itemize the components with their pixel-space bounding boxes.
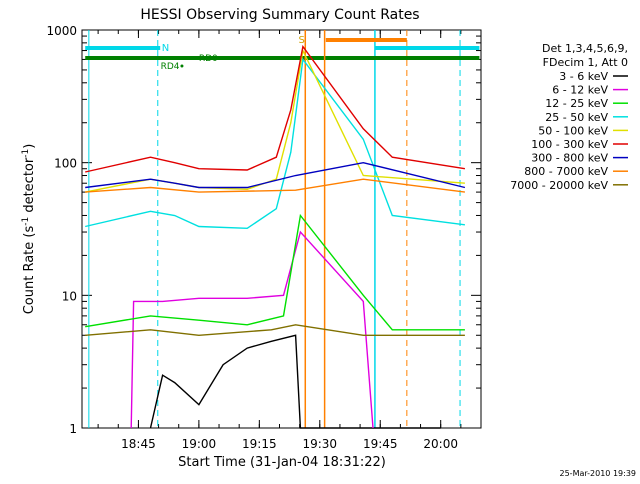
series-line-9 bbox=[85, 324, 465, 337]
y-tick-label: 10 bbox=[62, 289, 77, 303]
x-tick-label: 19:45 bbox=[363, 437, 398, 451]
y-tick-label: 1000 bbox=[46, 24, 77, 38]
series-line-4 bbox=[85, 57, 465, 230]
legend: Det 1,3,4,5,6,9,FDecim 1, Att 03 - 6 keV… bbox=[510, 42, 628, 192]
legend-entry: 6 - 12 keV bbox=[552, 84, 608, 97]
legend-entry: 25 - 50 keV bbox=[545, 111, 608, 124]
legend-entry: 50 - 100 keV bbox=[538, 124, 608, 137]
annotation-rd4: RD4 bbox=[161, 62, 180, 72]
series-layer bbox=[85, 44, 466, 429]
legend-entry: 100 - 300 keV bbox=[531, 138, 608, 151]
x-tick-label: 20:00 bbox=[423, 437, 458, 451]
y-axis: 1 10 100 1000 bbox=[46, 24, 481, 436]
y-tick-label: 1 bbox=[69, 422, 77, 436]
legend-entry: 800 - 7000 keV bbox=[524, 165, 608, 178]
plot-area: 18:45 19:00 19:15 19:30 19:45 20:00 1 10 100 100… bbox=[46, 24, 482, 451]
annotation-rd0: RD0 bbox=[199, 54, 218, 64]
series-line-6 bbox=[85, 44, 466, 173]
y-tick-label: 100 bbox=[54, 157, 77, 171]
y-axis-label: Count Rate (s-1 detector-1) bbox=[21, 144, 37, 315]
legend-header-line: FDecim 1, Att 0 bbox=[543, 56, 628, 69]
legend-header-line: Det 1,3,4,5,6,9, bbox=[542, 42, 628, 55]
series-line-8 bbox=[85, 178, 465, 193]
series-line-3 bbox=[85, 213, 465, 331]
x-axis: 18:45 19:00 19:15 19:30 19:45 20:00 bbox=[97, 30, 482, 451]
series-line-7 bbox=[85, 161, 466, 189]
legend-entry: 7000 - 20000 keV bbox=[510, 179, 608, 192]
legend-entry: 12 - 25 keV bbox=[545, 97, 608, 110]
series-line-2 bbox=[130, 230, 374, 429]
legend-entry: 3 - 6 keV bbox=[559, 70, 608, 83]
x-tick-label: 19:00 bbox=[182, 437, 217, 451]
annotations: N S RD0 RD4 bbox=[161, 35, 305, 72]
annotation-s: S bbox=[298, 35, 304, 46]
legend-entry: 300 - 800 keV bbox=[531, 152, 608, 165]
annotation-rd4-dot bbox=[180, 64, 184, 68]
footer-date: 25-Mar-2010 19:39 bbox=[560, 469, 637, 478]
annotation-n: N bbox=[162, 43, 169, 54]
series-line-5 bbox=[85, 48, 465, 193]
x-tick-label: 19:15 bbox=[242, 437, 277, 451]
series-line-1 bbox=[149, 334, 441, 429]
chart-title: HESSI Observing Summary Count Rates bbox=[140, 7, 419, 23]
x-tick-label: 18:45 bbox=[121, 437, 156, 451]
x-tick-label: 19:30 bbox=[302, 437, 337, 451]
x-axis-label: Start Time (31-Jan-04 18:31:22) bbox=[178, 455, 386, 470]
overlays bbox=[85, 30, 480, 428]
plot-frame bbox=[81, 29, 482, 429]
